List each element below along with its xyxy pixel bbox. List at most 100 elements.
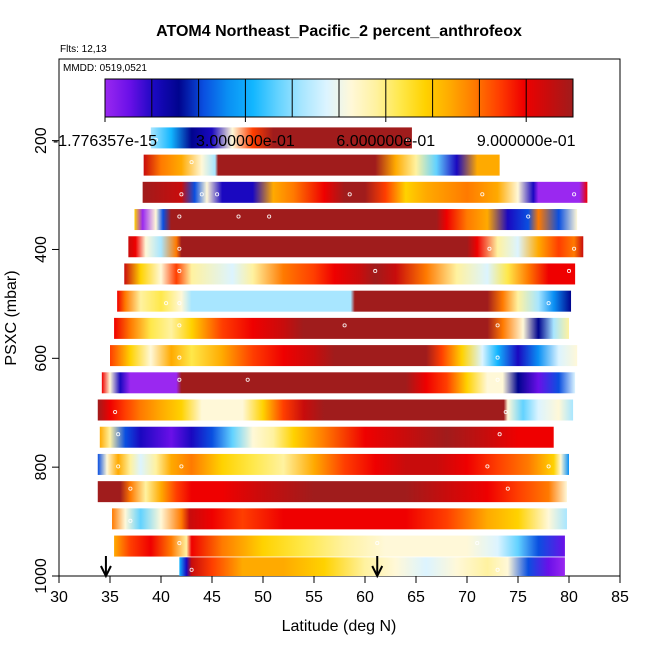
sample-marker [495,355,500,360]
y-tick-label: 1000 [33,558,50,594]
x-tick-label: 65 [407,589,425,606]
heatmap-layer [150,127,412,149]
sample-marker [177,268,182,274]
heatmap-layer [97,399,574,421]
x-tick-label: 55 [305,589,323,606]
sample-marker [177,246,182,251]
sample-marker [505,486,510,491]
colorbar-tick-label: 6.000000e-01 [336,133,435,150]
y-tick-label: 200 [33,127,50,154]
y-tick-label: 800 [33,454,50,481]
sample-marker [128,518,133,523]
x-tick-label: 35 [101,589,119,606]
heatmap-layer [128,236,584,258]
sample-marker [179,464,184,469]
sample-marker [177,377,182,382]
sample-marker [566,268,572,274]
heatmap-layer [97,481,567,503]
sample-marker [113,409,118,415]
sample-marker [177,214,182,219]
sample-marker [116,464,121,469]
sample-marker [189,567,194,572]
y-axis-ticks: 200 400 600 800 1000 [33,127,59,594]
sample-marker [153,137,158,142]
heatmap-layer [97,453,569,475]
sample-marker [526,214,531,219]
sample-marker [572,246,577,251]
heatmap-layer [114,535,565,557]
sample-marker [373,268,378,274]
heatmap-layer [143,154,500,176]
latitude-arrows [100,556,384,579]
sample-marker [495,567,500,572]
sample-marker [116,432,121,437]
heatmap-layers [97,127,588,576]
x-axis-label: Latitude (deg N) [282,618,397,635]
x-tick-label: 40 [152,589,170,606]
sample-marker [236,214,241,219]
sample-marker [546,464,551,469]
heatmap-layer [134,209,578,231]
sample-marker [497,432,502,437]
sample-marker [485,464,490,469]
latitude-arrow [100,556,112,579]
sample-marker [177,323,182,328]
x-tick-label: 45 [203,589,221,606]
sample-marker [164,301,169,306]
sample-marker [199,192,204,197]
x-tick-label: 70 [458,589,476,606]
y-axis-label: PSXC (mbar) [3,270,20,365]
sample-marker [475,541,480,546]
sample-marker [179,192,184,197]
colorbar-tick-labels: -1.776357e-15 3.000000e-01 6.000000e-01 9.0… [53,117,576,150]
sample-marker [215,192,220,197]
sample-marker [245,377,250,382]
sample-marker [405,137,410,142]
sample-marker [375,541,380,546]
flights-label: Flts: 12,13 [60,44,107,55]
sample-marker [546,301,551,306]
heatmap-layer [112,508,567,530]
dates-label: MMDD: 0519,0521 [63,63,147,74]
sample-marker [267,214,272,219]
sample-marker [572,192,577,197]
sample-marker [503,409,508,415]
heatmap-layer [117,290,572,312]
x-tick-label: 80 [560,589,578,606]
chart-title: ATOM4 Northeast_Pacific_2 percent_anthro… [156,23,522,40]
colorbar-tick-label: 3.000000e-01 [196,133,295,150]
x-tick-label: 85 [611,589,629,606]
x-tick-label: 50 [254,589,272,606]
sample-marker [495,377,500,382]
y-tick-label: 600 [33,345,50,372]
x-tick-label: 75 [509,589,527,606]
sample-marker [128,486,133,491]
sample-marker [189,160,194,165]
heatmap-layer [124,263,576,285]
x-axis-ticks: 30 35 40 45 50 55 60 65 70 75 80 85 [50,576,629,606]
sample-marker [177,301,182,306]
latitude-arrow [371,556,384,579]
colorbar: -1.776357e-15 3.000000e-01 6.000000e-01 9.0… [53,78,576,150]
x-tick-label: 60 [356,589,374,606]
heatmap-layer [99,426,554,448]
sample-marker [177,355,182,360]
heatmap-layer [114,317,569,339]
sample-markers [113,137,577,572]
sample-marker [347,192,352,197]
arrow-head [100,565,112,579]
colorbar-dividers [151,79,527,117]
heatmap-layer [142,181,588,203]
sample-marker [495,323,500,328]
sample-marker [177,541,182,546]
y-tick-label: 400 [33,236,50,263]
colorbar-tick-label: 9.000000e-01 [477,133,576,150]
sample-marker [342,323,347,328]
heatmap-layer [101,372,576,394]
arrow-head [371,565,384,579]
sample-marker [480,192,485,197]
colorbar-tick-label: -1.776357e-15 [53,133,157,150]
x-tick-label: 30 [50,589,68,606]
